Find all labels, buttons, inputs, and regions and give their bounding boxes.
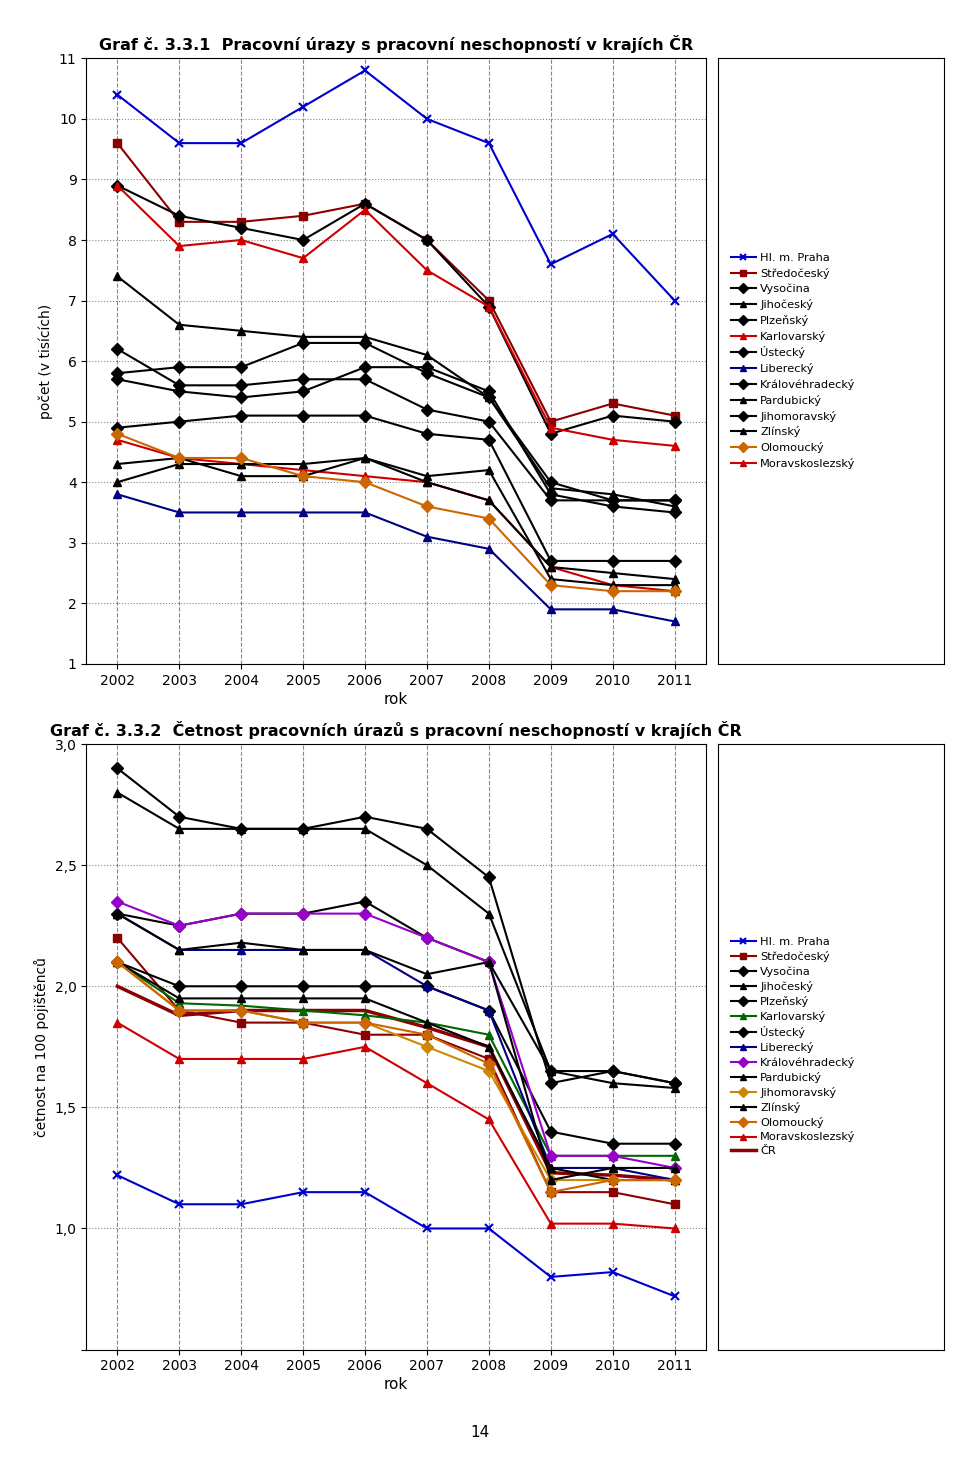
Title: Graf č. 3.3.1  Pracovní úrazy s pracovní neschopností v krajích ČR: Graf č. 3.3.1 Pracovní úrazy s pracovní … bbox=[99, 35, 693, 53]
Y-axis label: počet (v tisících): počet (v tisících) bbox=[38, 303, 54, 419]
Y-axis label: četnost na 100 pojištěnců: četnost na 100 pojištěnců bbox=[35, 957, 49, 1137]
Legend: Hl. m. Praha, Středočeský, Vysočina, Jihočeský, Plzeňský, Karlovarský, Ústecký, : Hl. m. Praha, Středočeský, Vysočina, Jih… bbox=[729, 251, 858, 471]
X-axis label: rok: rok bbox=[384, 692, 408, 706]
Text: 14: 14 bbox=[470, 1425, 490, 1440]
Legend: Hl. m. Praha, Středočeský, Vysočina, Jihočeský, Plzeňský, Karlovarský, Ústecký, : Hl. m. Praha, Středočeský, Vysočina, Jih… bbox=[729, 935, 858, 1158]
Title: Graf č. 3.3.2  Četnost pracovních úrazů s pracovní neschopností v krajích ČR: Graf č. 3.3.2 Četnost pracovních úrazů s… bbox=[50, 721, 742, 738]
X-axis label: rok: rok bbox=[384, 1377, 408, 1392]
